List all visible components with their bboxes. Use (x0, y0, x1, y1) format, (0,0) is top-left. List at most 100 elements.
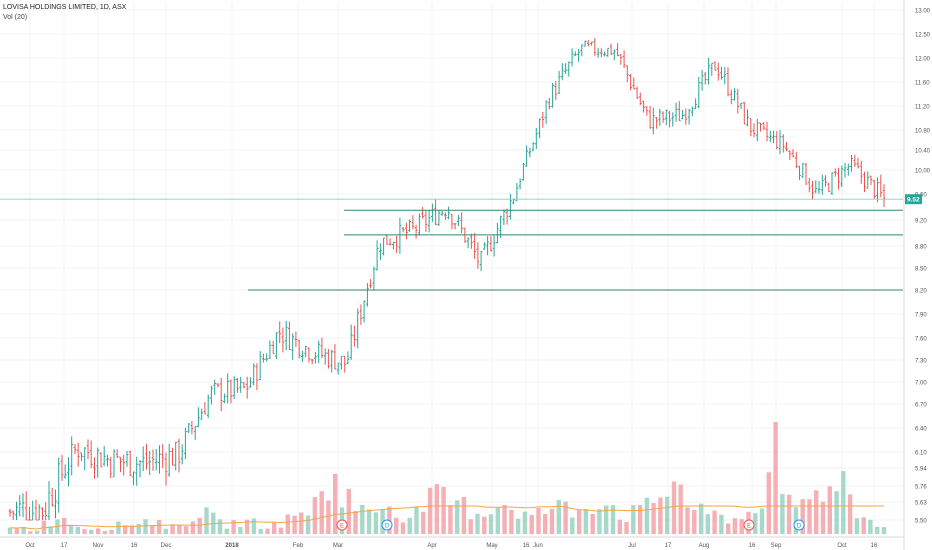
price-tick-label: 12.00 (915, 57, 931, 63)
time-tick-label: Apr (427, 543, 436, 549)
volume-bar (434, 484, 439, 534)
time-tick-label: Feb (293, 543, 304, 549)
dividend-marker-label: D (385, 524, 390, 530)
volume-bar (326, 500, 331, 534)
volume-bar (604, 505, 609, 534)
volume-bar (522, 511, 528, 534)
volume-bar (624, 522, 629, 534)
dividend-marker[interactable] (381, 519, 393, 531)
volume-bar (373, 512, 379, 534)
volume-bar (685, 507, 690, 534)
volume-bar (197, 517, 202, 534)
price-tick-label: 7.90 (915, 313, 927, 319)
time-tick-label: 17 (665, 543, 672, 549)
volume-bar (556, 500, 561, 534)
price-tick-label: 6.70 (915, 403, 927, 409)
volume-bar (407, 517, 412, 534)
volume-bar (732, 518, 738, 534)
volume-bar (827, 486, 832, 534)
volume-bar (170, 524, 175, 534)
volume-bar (631, 505, 636, 534)
dividend-marker[interactable] (793, 519, 805, 531)
volume-bar (766, 472, 771, 534)
price-tick-label: 10.80 (915, 129, 931, 135)
volume-bar (780, 494, 785, 534)
earnings-marker-label: E (747, 524, 751, 530)
volume-bar (204, 507, 209, 534)
price-tick-label: 11.60 (915, 81, 930, 87)
volume-bar (7, 527, 13, 534)
volume-bar (753, 513, 758, 534)
volume-bar (156, 520, 162, 534)
price-tick-label: 13.00 (915, 9, 931, 15)
time-tick-label: 16 (131, 543, 138, 549)
volume-bar (847, 494, 853, 534)
volume-bar (14, 528, 19, 534)
volume-bar (28, 531, 33, 534)
volume-bar (292, 515, 297, 534)
volume-bar (265, 528, 270, 534)
volume-bar (251, 518, 257, 534)
volume-bar (739, 519, 744, 534)
time-tick-label: Dec (161, 543, 172, 549)
price-tick-label: 7.30 (915, 359, 927, 365)
volume-bar (692, 510, 697, 534)
dividend-marker-label: D (797, 524, 802, 530)
volume-bar (184, 526, 189, 534)
volume-bar (319, 491, 324, 534)
volume-bar (488, 514, 494, 534)
volume-bar (123, 525, 128, 534)
earnings-marker[interactable] (743, 519, 755, 531)
volume-bar (861, 517, 866, 534)
volume-bar (678, 484, 683, 534)
volume-bar (719, 514, 724, 534)
earnings-marker[interactable] (336, 519, 348, 531)
volume-bar (814, 490, 819, 534)
volume-bar (272, 522, 277, 534)
price-tick-label: 5.50 (915, 519, 927, 525)
volume-bar (231, 520, 236, 534)
time-tick-label: May (486, 543, 497, 549)
volume-bar (820, 501, 826, 534)
time-tick-label: Oct (837, 543, 847, 549)
time-tick-label: Aug (699, 543, 710, 549)
volume-bar (441, 486, 446, 534)
volume-bar (48, 526, 53, 534)
volume-bar (759, 508, 765, 534)
volume-bar (549, 508, 555, 534)
price-tick-label: 10.40 (915, 149, 931, 155)
volume-bar (89, 529, 94, 534)
volume-bar (177, 525, 182, 534)
volume-bar (217, 519, 223, 534)
volume-bar (278, 527, 284, 534)
volume-bar (414, 506, 419, 534)
price-tick-label: 5.63 (915, 501, 927, 507)
volume-bar (468, 519, 473, 534)
volume-bar (529, 515, 534, 534)
volume-bar (854, 518, 860, 534)
price-tick-label: 8.50 (915, 267, 927, 273)
volume-bar (21, 527, 26, 534)
volume-bar (644, 497, 650, 534)
volume-bar (671, 481, 677, 534)
volume-bar (163, 528, 168, 534)
volume-bar (773, 422, 778, 534)
volume-bar (150, 525, 155, 534)
volume-bar (617, 519, 622, 534)
last-price-tag (905, 194, 922, 205)
volume-bar (637, 505, 643, 534)
volume-bar (136, 524, 141, 534)
volume-bar (312, 497, 318, 534)
volume-bar (868, 519, 873, 534)
volume-bar (394, 517, 399, 534)
price-tick-label: 7.00 (915, 381, 927, 387)
volume-bar (455, 500, 460, 534)
price-tick-label: 6.10 (915, 451, 927, 457)
volume-bar (285, 514, 290, 534)
time-tick-label: Jun (533, 543, 543, 549)
price-tick-label: 9.20 (915, 219, 927, 225)
volume-bar (509, 509, 514, 534)
volume-bar (258, 529, 263, 534)
